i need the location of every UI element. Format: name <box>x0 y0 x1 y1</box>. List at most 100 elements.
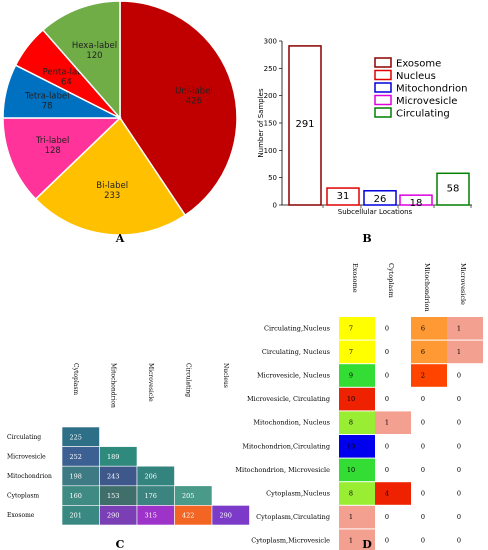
bar-chart-panel-b: 0 50 100 150 200 250 300 Number of Samples Subce… <box>257 38 472 216</box>
panel-letter-a: A <box>115 232 125 245</box>
heatmap-cell <box>339 458 375 482</box>
y-tick-label: 50 <box>268 174 277 182</box>
cell-value: 8 <box>349 419 353 427</box>
cell-value: 290 <box>220 512 232 520</box>
legend-swatch-microvesicle <box>374 94 392 106</box>
cell-value: 4 <box>385 490 389 498</box>
pie-label-uni-label: Uni-label <box>175 87 213 97</box>
heatmap-cell <box>339 411 375 434</box>
cell-value: 205 <box>182 492 194 500</box>
row-label: Microvesicle, Circulating <box>247 395 330 403</box>
legend-label-microvesicle: Microvesicle <box>396 96 457 107</box>
row-label: Cytoplasm,Nucleus <box>266 490 330 498</box>
bar-label-nucleus: 31 <box>337 191 350 202</box>
heatmap-cell <box>339 340 375 364</box>
cell-value: 0 <box>457 442 461 450</box>
row-label: Cytoplasm,Microvesicle <box>251 537 330 545</box>
column-label-mitochondrion: Mitochondrion <box>110 363 117 408</box>
cell-value: 9 <box>349 372 353 380</box>
row-label: Cytoplasm,Circulating <box>256 513 330 521</box>
heatmap-cell <box>447 340 483 364</box>
bar-nucleus <box>326 187 360 206</box>
cell-value: 1 <box>457 348 461 356</box>
cell-value: 10 <box>347 442 355 450</box>
cell-value: 290 <box>107 512 119 520</box>
cell-value: 0 <box>421 466 425 474</box>
row-label-exosome: Exosome <box>7 512 35 519</box>
cell-value: 0 <box>421 513 425 521</box>
y-tick-label: 300 <box>264 38 277 46</box>
cell-value: 0 <box>457 466 461 474</box>
y-tick-label: 150 <box>264 120 277 128</box>
bar-label-microvesicle: 18 <box>410 198 423 209</box>
pie-value-tri-label: 128 <box>45 146 61 156</box>
cell-value: 1 <box>349 513 353 521</box>
cell-value: 0 <box>421 395 425 403</box>
pie-slice-tri-label <box>2 117 122 201</box>
heatmap-cell <box>339 317 375 340</box>
cell-value: 2 <box>421 372 425 380</box>
row-label-mitochondrion: Mitochondrion <box>7 473 52 480</box>
cell-value: 0 <box>385 395 389 403</box>
cell-value: 1 <box>457 324 461 332</box>
heatmap-cell <box>211 505 250 526</box>
cell-value: 243 <box>107 473 119 481</box>
column-label-microvesicle: Microvesicle <box>147 363 154 402</box>
heatmap-cell <box>339 364 375 387</box>
column-label-nucleus: Nucleus <box>222 363 229 388</box>
column-label-mitochondrion: Mitochondrion <box>423 263 431 312</box>
y-tick-label: 0 <box>273 202 277 210</box>
row-label: Mitochondion, Nucleus <box>253 419 330 427</box>
y-axis-label: Number of Samples <box>257 88 265 158</box>
cell-value: 0 <box>457 395 461 403</box>
y-tick-label: 100 <box>264 147 277 155</box>
heatmap-panel-c: Cytoplasm Mitochondrion Microvesicle Circul… <box>7 363 250 526</box>
pie-value-hexa-label: 120 <box>86 51 102 61</box>
bar-microvesicle <box>399 194 433 206</box>
cell-value: 8 <box>349 490 353 498</box>
column-label-cytoplasm: Cytoplasm <box>387 263 395 298</box>
legend-swatch-exosome <box>374 57 392 68</box>
heatmap-cell <box>411 364 447 387</box>
heatmap-cell <box>411 317 447 340</box>
cell-value: 1 <box>349 537 353 545</box>
cell-value: 0 <box>385 537 389 545</box>
column-label-microvesicle: Microvesicle <box>459 263 467 305</box>
row-label: Microvesicle, Nucleus <box>257 372 330 380</box>
cell-value: 0 <box>385 372 389 380</box>
heatmap-cell <box>339 482 375 505</box>
legend-label-nucleus: Nucleus <box>396 71 436 82</box>
cell-value: 0 <box>385 466 389 474</box>
bar-mitochondrion <box>363 190 397 206</box>
row-label: Circulating,Nucleus <box>264 324 330 332</box>
pie-slice-bi-label <box>34 116 187 236</box>
bar-label-mitochondrion: 26 <box>374 194 387 205</box>
cell-value: 0 <box>421 490 425 498</box>
cell-value: 0 <box>385 348 389 356</box>
cell-value: 0 <box>457 372 461 380</box>
pie-slice-hexa-label <box>41 0 121 120</box>
cell-value: 1 <box>385 419 389 427</box>
legend-swatch-mitochondrion <box>374 82 392 93</box>
y-tick-label: 250 <box>264 65 277 73</box>
cell-value: 7 <box>349 348 353 356</box>
legend-label-mitochondrion: Mitochondrion <box>396 84 467 95</box>
cell-value: 252 <box>70 453 82 461</box>
row-label-microvesicle: Microvesicle <box>7 453 46 460</box>
heatmap-cell <box>447 317 483 340</box>
cell-value: 198 <box>70 473 82 481</box>
cell-value: 176 <box>145 492 157 500</box>
bar-label-circulating: 58 <box>447 183 460 194</box>
cell-value: 422 <box>182 512 194 520</box>
heatmap-cell <box>375 411 411 434</box>
legend-swatch-circulating <box>374 107 392 118</box>
cell-value: 153 <box>107 492 119 500</box>
cell-value: 0 <box>457 537 461 545</box>
cell-value: 0 <box>457 513 461 521</box>
cell-value: 7 <box>349 324 353 332</box>
panel-letter-b: B <box>362 232 371 245</box>
row-label: Mitochondrion, Microvesicle <box>235 466 330 474</box>
pie-value-tetra-label: 78 <box>42 102 53 112</box>
cell-value: 315 <box>145 512 157 520</box>
